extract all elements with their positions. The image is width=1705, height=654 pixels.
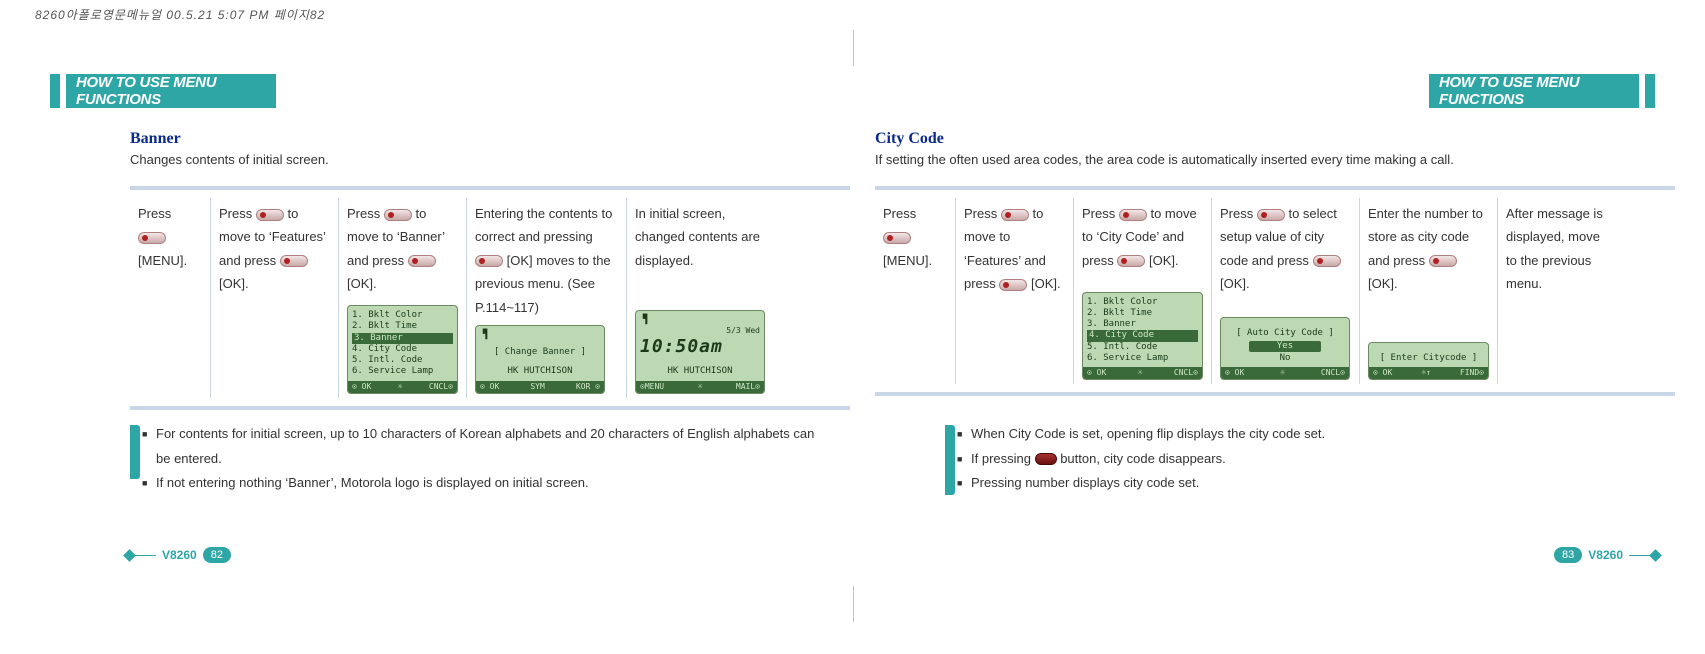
nav-button-icon	[999, 279, 1027, 291]
nav-button-icon	[1313, 255, 1341, 267]
page-right: HOW TO USE MENU FUNCTIONS City Code If s…	[845, 30, 1685, 590]
step-text: Enter the number to store as city code a…	[1368, 202, 1489, 296]
footer-model: V8260	[162, 548, 197, 562]
step-text: Press [MENU].	[138, 202, 202, 272]
step-text: Press to move to ‘Banner’ and press [OK]…	[347, 202, 458, 296]
nav-button-icon	[1257, 209, 1285, 221]
step: Press [MENU].	[130, 198, 210, 398]
step: Entering the contents to correct and pre…	[466, 198, 626, 398]
nav-button-icon	[1119, 209, 1147, 221]
center-gutter	[848, 30, 860, 622]
crop-info: 8260아폴로영문메뉴얼 00.5.21 5:07 PM 페이지82	[35, 6, 325, 23]
lcd-screen: 1. Bklt Color2. Bklt Time3. Banner4. Cit…	[347, 305, 458, 394]
nav-button-icon	[384, 209, 412, 221]
note-line: If not entering nothing ‘Banner’, Motoro…	[144, 471, 830, 496]
nav-button-icon	[1117, 255, 1145, 267]
step-text: Entering the contents to correct and pre…	[475, 202, 618, 319]
step: Press to move to ‘City Code’ and press […	[1073, 198, 1211, 384]
section-subtitle: If setting the often used area codes, th…	[875, 152, 1454, 167]
page-left: HOW TO USE MENU FUNCTIONS Banner Changes…	[20, 30, 860, 590]
lcd-screen: ▝▍5/3 Wed10:50amHK HUTCHISON⊙MENU☼MAIL⊙	[635, 310, 765, 394]
note-line: For contents for initial screen, up to 1…	[144, 422, 830, 471]
footer-page-number: 82	[203, 547, 231, 563]
step-text: Press to move to ‘Features’ and press [O…	[219, 202, 330, 296]
nav-button-icon	[280, 255, 308, 267]
step-text: Press to select setup value of city code…	[1220, 202, 1351, 296]
page-footer: V8260 82	[130, 544, 231, 566]
nav-button-icon	[1429, 255, 1457, 267]
step: Press to move to ‘Features’ and press [O…	[210, 198, 338, 398]
step-text: In initial screen, changed contents are …	[635, 202, 768, 272]
nav-button-icon	[1001, 209, 1029, 221]
lcd-screen: [ Enter Citycode ]⊙ OK☼↑FIND⊙	[1368, 342, 1489, 380]
nav-button-icon	[256, 209, 284, 221]
section-title: City Code	[875, 130, 944, 148]
end-button-icon	[1035, 453, 1057, 465]
step: Enter the number to store as city code a…	[1359, 198, 1497, 384]
footer-page-number: 83	[1554, 547, 1582, 563]
step-text: Press to move to ‘Features’ and press [O…	[964, 202, 1065, 296]
note-line: Pressing number displays city code set.	[959, 471, 1665, 496]
section-banner: HOW TO USE MENU FUNCTIONS	[66, 74, 276, 108]
lcd-screen: ▝▍[ Change Banner ]HK HUTCHISON⊙ OKSYMKO…	[475, 325, 605, 394]
step-text: After message is displayed, move to the …	[1506, 202, 1607, 296]
lcd-screen: [ Auto City Code ]YesNo⊙ OK☼CNCL⊙	[1220, 317, 1350, 380]
section-title: Banner	[130, 130, 181, 148]
step: After message is displayed, move to the …	[1497, 198, 1615, 384]
step: Press to move to ‘Features’ and press [O…	[955, 198, 1073, 384]
step: Press [MENU].	[875, 198, 955, 384]
nav-button-icon	[408, 255, 436, 267]
note-line: When City Code is set, opening flip disp…	[959, 422, 1665, 447]
step: Press to move to ‘Banner’ and press [OK]…	[338, 198, 466, 398]
step-text: Press [MENU].	[883, 202, 947, 272]
page-footer: 83 V8260	[1554, 544, 1655, 566]
step: In initial screen, changed contents are …	[626, 198, 776, 398]
section-subtitle: Changes contents of initial screen.	[130, 152, 329, 167]
nav-button-icon	[138, 232, 166, 244]
notes-block: When City Code is set, opening flip disp…	[945, 422, 1665, 496]
footer-model: V8260	[1588, 548, 1623, 562]
nav-button-icon	[475, 255, 503, 267]
step-text: Press to move to ‘City Code’ and press […	[1082, 202, 1203, 272]
steps-row: Press [MENU]. Press to move to ‘Features’…	[130, 186, 850, 410]
steps-row: Press [MENU]. Press to move to ‘Features’…	[875, 186, 1675, 396]
section-banner: HOW TO USE MENU FUNCTIONS	[1429, 74, 1639, 108]
nav-button-icon	[883, 232, 911, 244]
note-line: If pressing button, city code disappears…	[959, 447, 1665, 472]
edge-strip	[1645, 74, 1655, 108]
footer-flare	[1629, 555, 1655, 556]
step: Press to select setup value of city code…	[1211, 198, 1359, 384]
notes-block: For contents for initial screen, up to 1…	[130, 422, 830, 496]
edge-strip	[50, 74, 60, 108]
lcd-screen: 1. Bklt Color2. Bklt Time3. Banner4. Cit…	[1082, 292, 1203, 381]
footer-flare	[130, 555, 156, 556]
